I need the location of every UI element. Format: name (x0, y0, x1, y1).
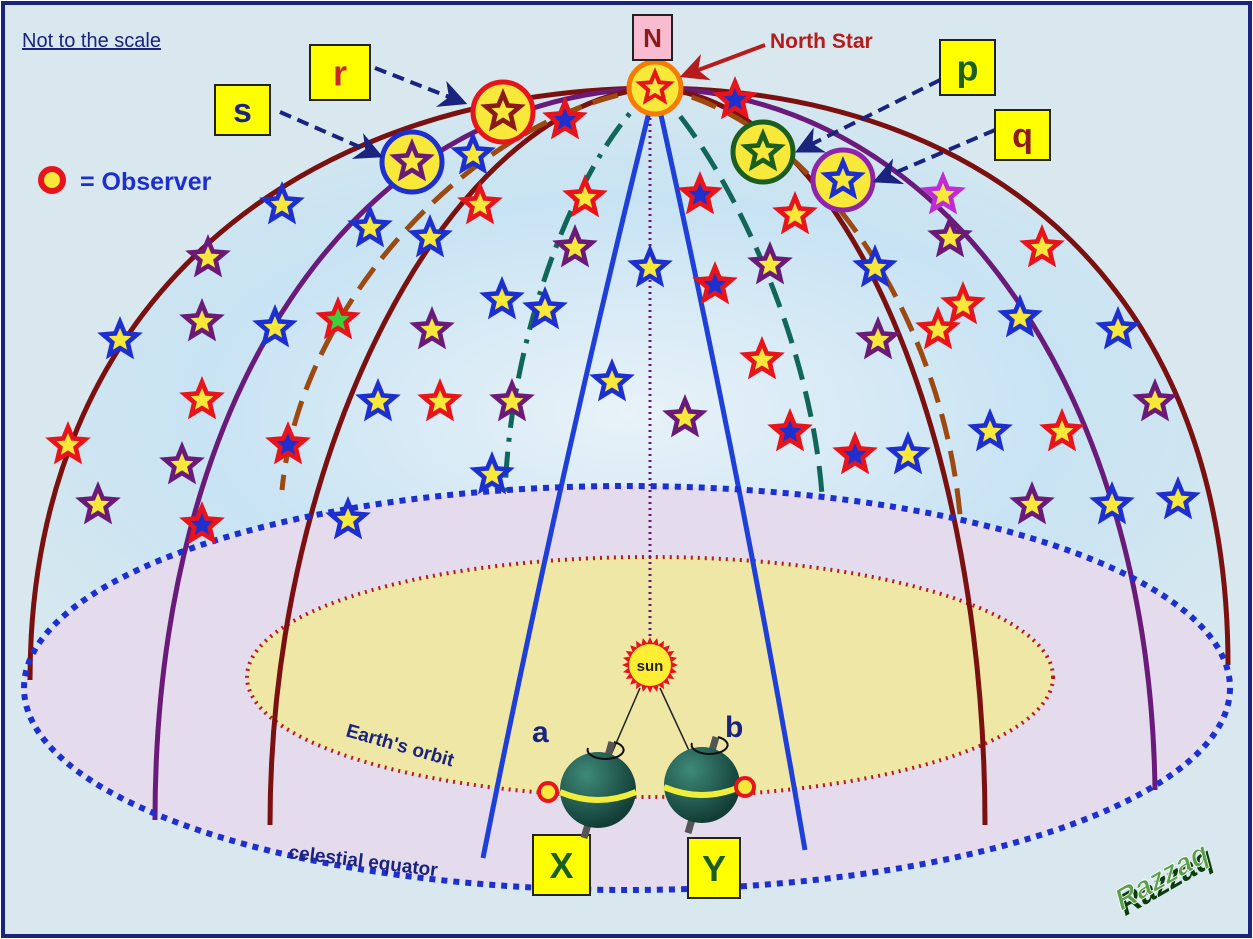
earth-label: b (725, 711, 743, 744)
earth (664, 747, 740, 823)
label: p (957, 47, 979, 88)
observer (539, 783, 557, 801)
label: r (333, 52, 347, 93)
observer-symbol (41, 169, 63, 191)
label: q (1012, 117, 1033, 155)
label: X (549, 845, 573, 886)
note: Not to the scale (22, 30, 161, 52)
label: s (233, 92, 252, 130)
north-star-label: North Star (770, 30, 873, 53)
diagram: r s Npq X Y North Star Not to the scale = Obser… (0, 0, 1253, 939)
observer (736, 778, 754, 796)
earth (560, 752, 636, 828)
earth-label: a (532, 716, 549, 749)
label: N (643, 23, 662, 53)
sun-label: sun (637, 658, 664, 675)
label: Y (702, 848, 726, 889)
legend-text: = Observer (80, 168, 212, 196)
